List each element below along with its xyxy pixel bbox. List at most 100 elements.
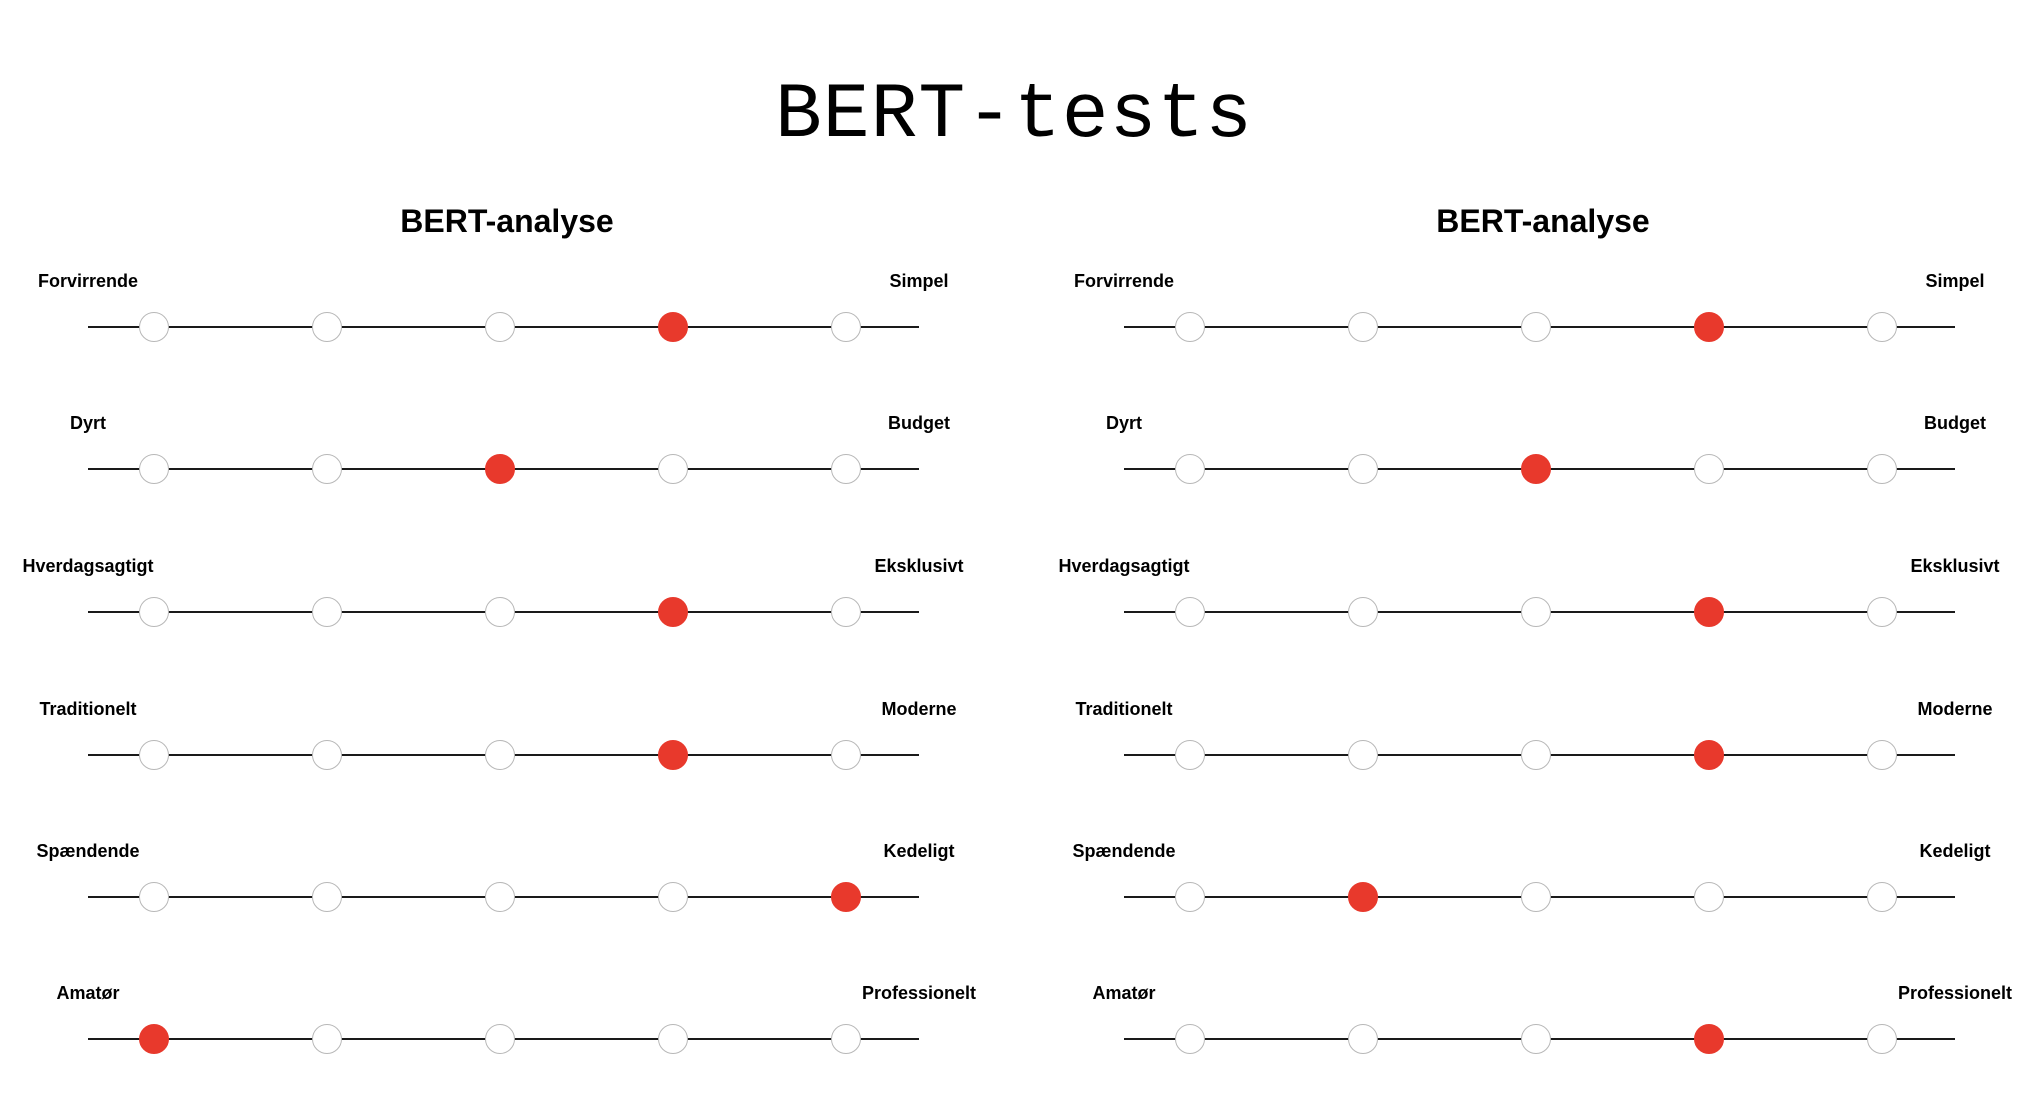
rating-option[interactable] (1348, 597, 1378, 627)
rating-option[interactable] (312, 597, 342, 627)
rating-option[interactable] (1521, 740, 1551, 770)
rating-option-selected[interactable] (1694, 740, 1724, 770)
rating-scale: Spændende Kedeligt (1036, 840, 2028, 960)
scale-left-label: Amatør (1092, 983, 1156, 1003)
rating-scale: Dyrt Budget (1036, 412, 2028, 532)
scale-left-label: Forvirrende (37, 271, 139, 291)
rating-option-selected[interactable] (658, 312, 688, 342)
scale-right-label: Simpel (889, 271, 949, 291)
rating-option[interactable] (139, 454, 169, 484)
rating-option-selected[interactable] (658, 740, 688, 770)
scale-right-label: Eksklusivt (1910, 556, 2000, 576)
scale-right-label: Budget (1924, 413, 1986, 433)
rating-option[interactable] (485, 1024, 515, 1054)
scale-right-label: Professionelt (1897, 983, 2013, 1003)
rating-option[interactable] (139, 740, 169, 770)
rating-option[interactable] (1348, 1024, 1378, 1054)
scale-right-label: Kedeligt (1919, 841, 1991, 861)
rating-option[interactable] (485, 597, 515, 627)
scale-left-label: Hverdagsagtigt (22, 556, 154, 576)
scale-left-label: Traditionelt (39, 699, 137, 719)
rating-option-selected[interactable] (658, 597, 688, 627)
panel-title: BERT-analyse (400, 203, 614, 239)
rating-scale: Hverdagsagtigt Eksklusivt (0, 555, 1014, 675)
rating-option[interactable] (831, 312, 861, 342)
rating-option[interactable] (1694, 454, 1724, 484)
rating-option[interactable] (658, 1024, 688, 1054)
rating-option[interactable] (139, 597, 169, 627)
rating-option[interactable] (1348, 740, 1378, 770)
scale-left-label: Hverdagsagtigt (1058, 556, 1190, 576)
rating-option[interactable] (1175, 454, 1205, 484)
scale-right-label: Simpel (1925, 271, 1985, 291)
rating-option[interactable] (1867, 597, 1897, 627)
rating-option-selected[interactable] (831, 882, 861, 912)
rating-option[interactable] (1867, 312, 1897, 342)
rating-option-selected[interactable] (1694, 597, 1724, 627)
rating-option[interactable] (312, 312, 342, 342)
rating-option[interactable] (485, 882, 515, 912)
scale-right-label: Budget (888, 413, 950, 433)
rating-option[interactable] (1521, 597, 1551, 627)
rating-option[interactable] (1867, 740, 1897, 770)
rating-option[interactable] (1175, 882, 1205, 912)
rating-option[interactable] (831, 1024, 861, 1054)
rating-scale: Forvirrende Simpel (1036, 270, 2028, 390)
rating-option[interactable] (485, 312, 515, 342)
rating-option[interactable] (1175, 597, 1205, 627)
scale-right-label: Eksklusivt (874, 556, 964, 576)
rating-scale: Dyrt Budget (0, 412, 1014, 532)
rating-scale: Spændende Kedeligt (0, 840, 1014, 960)
rating-option[interactable] (658, 882, 688, 912)
scale-left-label: Forvirrende (1073, 271, 1175, 291)
rating-option[interactable] (1348, 454, 1378, 484)
rating-option-selected[interactable] (1348, 882, 1378, 912)
rating-option[interactable] (312, 740, 342, 770)
rating-option[interactable] (1348, 312, 1378, 342)
panel-title: BERT-analyse (1436, 203, 1650, 239)
rating-option-selected[interactable] (1694, 1024, 1724, 1054)
rating-option[interactable] (831, 454, 861, 484)
rating-scale: Forvirrende Simpel (0, 270, 1014, 390)
rating-option[interactable] (1175, 1024, 1205, 1054)
scale-left-label: Dyrt (69, 413, 107, 433)
rating-scale: Amatør Professionelt (1036, 982, 2028, 1102)
rating-scale: Traditionelt Moderne (1036, 698, 2028, 818)
rating-option[interactable] (485, 740, 515, 770)
scale-right-label: Moderne (881, 699, 957, 719)
rating-option[interactable] (1175, 312, 1205, 342)
rating-option[interactable] (312, 1024, 342, 1054)
rating-option[interactable] (1867, 1024, 1897, 1054)
rating-option[interactable] (1694, 882, 1724, 912)
rating-option[interactable] (139, 312, 169, 342)
rating-option[interactable] (312, 454, 342, 484)
scale-right-label: Kedeligt (883, 841, 955, 861)
rating-scale: Amatør Professionelt (0, 982, 1014, 1102)
rating-option[interactable] (831, 597, 861, 627)
bert-panel-left: BERT-analyse Forvirrende Simpel Dyrt Budget H… (0, 0, 1014, 1088)
page-title: BERT-tests (774, 72, 1254, 160)
scale-right-label: Moderne (1917, 699, 1993, 719)
rating-option[interactable] (831, 740, 861, 770)
rating-option-selected[interactable] (139, 1024, 169, 1054)
rating-option[interactable] (139, 882, 169, 912)
rating-option[interactable] (1867, 454, 1897, 484)
rating-scale: Hverdagsagtigt Eksklusivt (1036, 555, 2028, 675)
bert-panel-right: BERT-analyse Forvirrende Simpel Dyrt Budget H… (1036, 0, 2028, 1088)
rating-option[interactable] (1521, 1024, 1551, 1054)
scale-left-label: Dyrt (1105, 413, 1143, 433)
rating-option[interactable] (1521, 882, 1551, 912)
rating-option[interactable] (1521, 312, 1551, 342)
rating-option-selected[interactable] (485, 454, 515, 484)
rating-option-selected[interactable] (1521, 454, 1551, 484)
rating-option[interactable] (312, 882, 342, 912)
scale-left-label: Traditionelt (1075, 699, 1173, 719)
rating-option[interactable] (658, 454, 688, 484)
rating-option-selected[interactable] (1694, 312, 1724, 342)
scale-left-label: Spændende (1072, 841, 1176, 861)
rating-scale: Traditionelt Moderne (0, 698, 1014, 818)
rating-option[interactable] (1175, 740, 1205, 770)
scale-right-label: Professionelt (861, 983, 977, 1003)
scale-left-label: Amatør (56, 983, 120, 1003)
rating-option[interactable] (1867, 882, 1897, 912)
